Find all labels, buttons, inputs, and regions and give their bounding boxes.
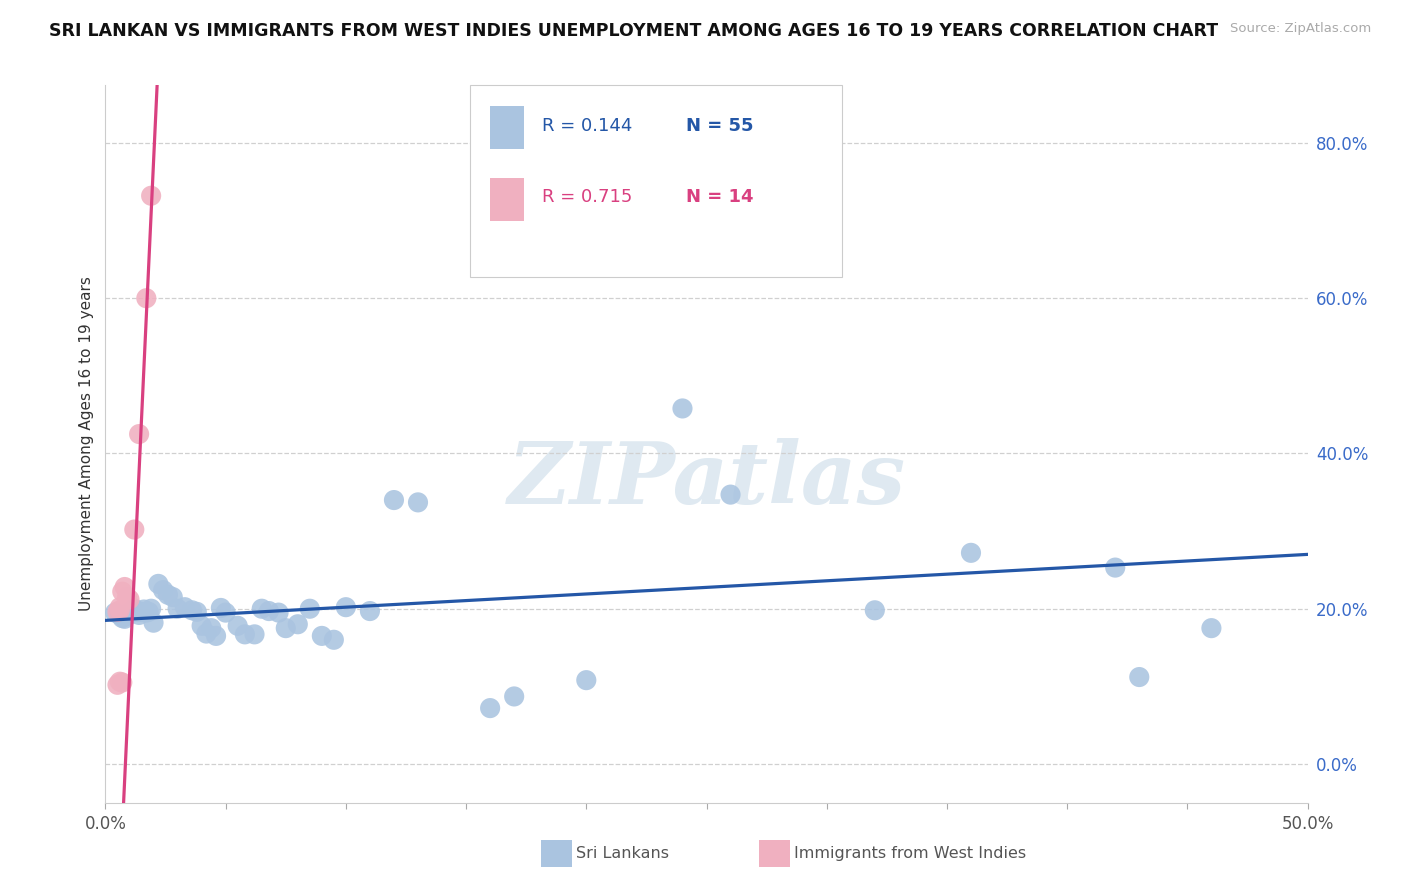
Point: [406, 495, 429, 509]
Point: [166, 601, 188, 615]
Point: [267, 606, 290, 620]
Point: [142, 615, 165, 630]
Point: [128, 607, 150, 622]
Point: [250, 601, 273, 615]
Point: [181, 603, 204, 617]
Point: [1201, 621, 1223, 635]
Point: [243, 627, 266, 641]
Point: [200, 621, 222, 635]
Point: [152, 583, 174, 598]
Point: [139, 188, 162, 202]
Point: [226, 619, 249, 633]
Point: [1128, 670, 1150, 684]
Point: [132, 602, 155, 616]
FancyBboxPatch shape: [470, 85, 842, 277]
Point: [274, 621, 297, 635]
Point: [214, 606, 236, 620]
Point: [108, 603, 131, 617]
Text: ZIPatlas: ZIPatlas: [508, 438, 905, 522]
Point: [111, 675, 134, 690]
Point: [124, 601, 146, 615]
Y-axis label: Unemployment Among Ages 16 to 19 years: Unemployment Among Ages 16 to 19 years: [79, 277, 94, 611]
Point: [138, 605, 160, 619]
Point: [118, 592, 141, 607]
Point: [108, 674, 131, 689]
Point: [322, 632, 344, 647]
Text: Sri Lankans: Sri Lankans: [576, 847, 669, 861]
Point: [135, 291, 157, 305]
Point: [135, 606, 157, 620]
Point: [205, 629, 228, 643]
Point: [287, 617, 309, 632]
Point: [1104, 560, 1126, 574]
Text: Immigrants from West Indies: Immigrants from West Indies: [794, 847, 1026, 861]
Point: [111, 611, 134, 625]
Point: [156, 588, 179, 602]
Point: [671, 401, 693, 416]
Point: [131, 605, 153, 619]
Text: N = 14: N = 14: [686, 188, 754, 206]
Point: [121, 604, 143, 618]
Point: [104, 606, 127, 620]
Point: [479, 701, 502, 715]
Point: [720, 488, 742, 502]
Text: R = 0.144: R = 0.144: [541, 117, 633, 135]
Point: [195, 626, 218, 640]
Point: [139, 601, 162, 615]
Point: [311, 629, 333, 643]
Point: [148, 577, 170, 591]
Point: [107, 605, 129, 619]
Point: [960, 546, 983, 560]
Point: [107, 678, 129, 692]
Point: [503, 690, 526, 704]
Point: [115, 590, 138, 604]
Point: [186, 605, 208, 619]
Point: [108, 600, 131, 615]
Point: [108, 607, 131, 622]
Point: [190, 619, 212, 633]
Point: [863, 603, 886, 617]
Point: [162, 590, 184, 604]
Point: [359, 604, 381, 618]
Point: [173, 600, 195, 615]
Point: [575, 673, 598, 687]
Point: [114, 612, 136, 626]
Point: [298, 601, 321, 615]
FancyBboxPatch shape: [491, 106, 524, 149]
Text: R = 0.715: R = 0.715: [541, 188, 633, 206]
Point: [382, 493, 405, 508]
Text: SRI LANKAN VS IMMIGRANTS FROM WEST INDIES UNEMPLOYMENT AMONG AGES 16 TO 19 YEARS: SRI LANKAN VS IMMIGRANTS FROM WEST INDIE…: [49, 22, 1219, 40]
Point: [257, 604, 280, 618]
Point: [233, 627, 256, 641]
Text: Source: ZipAtlas.com: Source: ZipAtlas.com: [1230, 22, 1371, 36]
Point: [118, 606, 141, 620]
Point: [114, 580, 136, 594]
Point: [209, 601, 232, 615]
Point: [115, 608, 138, 623]
FancyBboxPatch shape: [491, 178, 524, 221]
Point: [125, 605, 148, 619]
Point: [111, 584, 134, 599]
Point: [335, 600, 357, 615]
Text: N = 55: N = 55: [686, 117, 754, 135]
Point: [124, 523, 146, 537]
Point: [128, 427, 150, 442]
